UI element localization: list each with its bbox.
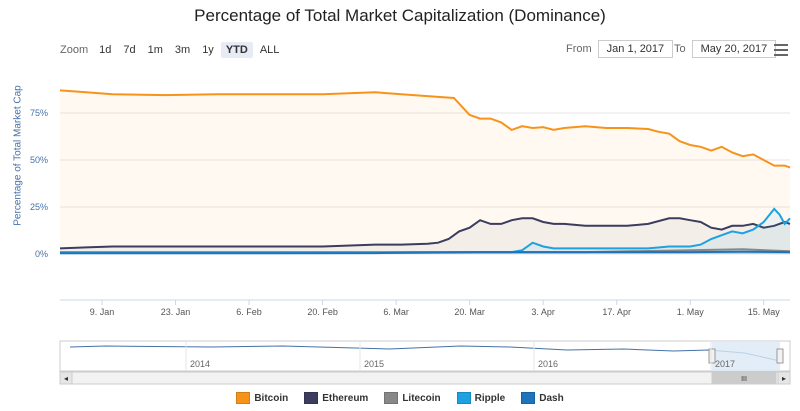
legend-bitcoin[interactable]: Bitcoin: [236, 392, 288, 404]
x-tick-label: 9. Jan: [90, 307, 115, 317]
x-tick-label: 15. May: [748, 307, 781, 317]
y-tick-label: 50%: [30, 155, 48, 165]
zoom-bar: Zoom 1d 7d 1m 3m 1y YTD ALL: [60, 42, 286, 58]
zoom-1y-button[interactable]: 1y: [202, 44, 214, 56]
navigator-selection: [712, 341, 780, 371]
zoom-all-button[interactable]: ALL: [259, 44, 280, 56]
x-tick-label: 20. Feb: [307, 307, 338, 317]
legend-litecoin[interactable]: Litecoin: [384, 392, 441, 404]
from-date-input[interactable]: Jan 1, 2017: [597, 40, 674, 58]
x-tick-label: 17. Apr: [602, 307, 631, 317]
scroll-right-icon: ▸: [782, 374, 786, 383]
legend-ripple[interactable]: Ripple: [456, 392, 506, 404]
navigator-handle-left: [708, 348, 716, 364]
area-bitcoin: [60, 90, 790, 255]
to-date-input[interactable]: May 20, 2017: [691, 40, 777, 58]
line-bitcoin: [59, 89, 791, 169]
navigator-frame: [59, 340, 791, 372]
legend-ethereum-label: Ethereum: [322, 392, 369, 404]
zoom-label: Zoom: [60, 44, 89, 56]
scroll-left-button: [59, 371, 73, 385]
legend-litecoin-label: Litecoin: [402, 392, 441, 404]
zoom-1m-button[interactable]: 1m: [147, 44, 163, 56]
line-dash: [60, 250, 791, 255]
bitcoin-swatch: [236, 392, 251, 404]
y-tick-label: 25%: [30, 202, 48, 212]
legend: Bitcoin Ethereum Litecoin Ripple Dash: [0, 392, 800, 404]
menu-icon[interactable]: [774, 44, 788, 59]
dash-swatch: [521, 392, 536, 404]
zoom-3m-button[interactable]: 3m: [174, 44, 191, 56]
navigator-handle-right: [776, 348, 784, 364]
area-ethereum: [60, 218, 790, 254]
legend-ripple-label: Ripple: [474, 392, 506, 404]
to-label: To: [674, 43, 686, 55]
navigator-label: 2016: [538, 359, 558, 369]
scrollbar-thumb: [711, 372, 777, 384]
range-to: To May 20, 2017: [674, 40, 777, 58]
ripple-swatch: [456, 392, 471, 404]
chart-title: Percentage of Total Market Capitalizatio…: [194, 6, 606, 25]
area-ripple: [60, 208, 790, 254]
y-tick-label: 75%: [30, 108, 48, 118]
x-tick-label: 6. Mar: [383, 307, 409, 317]
legend-ethereum[interactable]: Ethereum: [304, 392, 368, 404]
x-tick-label: 20. Mar: [454, 307, 485, 317]
range-from: From Jan 1, 2017: [566, 40, 674, 58]
legend-dash[interactable]: Dash: [521, 392, 564, 404]
scrollbar-grip: III: [741, 376, 747, 383]
scroll-left-icon: ◂: [64, 374, 68, 383]
chart-svg: 0% 25% 50% 75% 9. Jan 23. Jan 6. Feb 20. Feb 6. …: [30, 89, 791, 385]
zoom-7d-button[interactable]: 7d: [123, 44, 136, 56]
zoom-1d-button[interactable]: 1d: [99, 44, 112, 56]
x-tick-label: 3. Apr: [531, 307, 555, 317]
y-tick-label: 0%: [35, 249, 48, 259]
navigator-label: 2014: [190, 359, 210, 369]
scroll-right-button: [777, 371, 791, 385]
ethereum-swatch: [304, 392, 319, 404]
legend-bitcoin-label: Bitcoin: [254, 392, 289, 404]
litecoin-swatch: [384, 392, 399, 404]
line-ethereum: [59, 217, 791, 250]
navigator-label: 2015: [364, 359, 384, 369]
scrollbar-track: [59, 371, 791, 385]
x-tick-label: 23. Jan: [161, 307, 191, 317]
legend-dash-label: Dash: [539, 392, 564, 404]
x-tick-label: 6. Feb: [236, 307, 262, 317]
navigator-label: 2017: [715, 359, 735, 369]
zoom-ytd-button[interactable]: YTD: [220, 42, 253, 58]
x-tick-label: 1. May: [677, 307, 705, 317]
from-label: From: [566, 43, 592, 55]
